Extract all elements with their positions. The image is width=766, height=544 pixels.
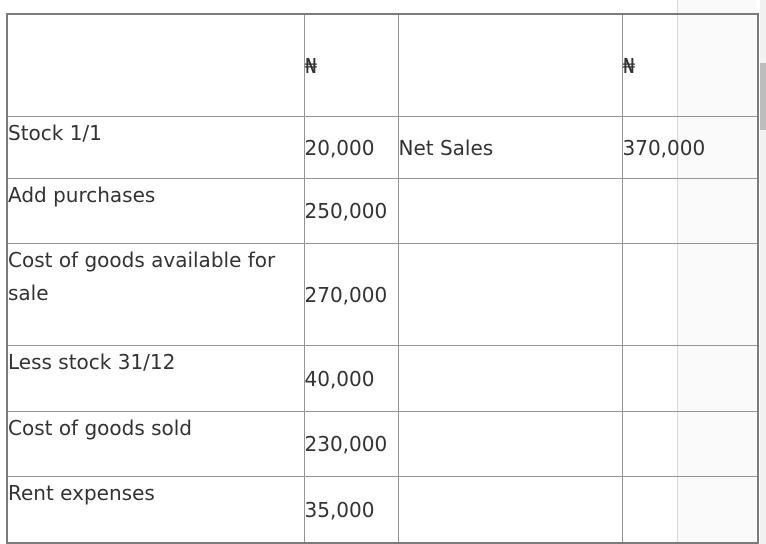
naira-symbol-cell-2: ₦ <box>621 13 759 117</box>
item-label: Add purchases <box>8 183 156 207</box>
header-item2-cell <box>397 13 623 117</box>
naira-currency-symbol: ₦ <box>304 53 318 78</box>
item2-cell <box>397 476 623 544</box>
item2-cell: Net Sales <box>397 116 623 179</box>
item-label: Stock 1/1 <box>8 121 102 145</box>
amount-value: 270,000 <box>304 282 388 307</box>
amount-cell: 35,000 <box>303 476 399 544</box>
vertical-scrollbar-thumb[interactable] <box>760 63 766 130</box>
amount-value: 250,000 <box>304 199 388 223</box>
table-row: Cost of goods sold 230,000 <box>6 411 759 477</box>
item-label: Cost of goods available for sale <box>8 248 276 305</box>
naira-symbol-cell: ₦ <box>303 13 399 117</box>
amount-value: 40,000 <box>304 366 375 391</box>
item-cell: Stock 1/1 <box>6 116 305 179</box>
amount2-cell <box>621 178 759 244</box>
item2-cell <box>397 411 623 477</box>
trading-account-table: ₦ ₦ Stock 1/1 20,000 Net Sales 370,000 A… <box>6 13 759 544</box>
amount-value: 230,000 <box>304 432 388 456</box>
vertical-scrollbar-track[interactable] <box>760 0 766 544</box>
amount-cell: 230,000 <box>303 411 399 477</box>
table-header-row: ₦ ₦ <box>6 13 759 117</box>
amount-value: 35,000 <box>304 497 375 522</box>
amount-value: 20,000 <box>304 135 375 160</box>
amount2-cell: 370,000 <box>621 116 759 179</box>
table-row: Rent expenses 35,000 <box>6 476 759 544</box>
item-label: Cost of goods sold <box>8 416 193 440</box>
amount2-cell <box>621 411 759 477</box>
item-label: Rent expenses <box>8 481 155 505</box>
table-row: Add purchases 250,000 <box>6 178 759 244</box>
item-cell: Add purchases <box>6 178 305 244</box>
amount2-cell <box>621 243 759 346</box>
amount-cell: 270,000 <box>303 243 399 346</box>
header-item-cell <box>6 13 305 117</box>
item2-cell <box>397 178 623 244</box>
amount2-cell <box>621 345 759 412</box>
table-row: Less stock 31/12 40,000 <box>6 345 759 412</box>
table-row: Stock 1/1 20,000 Net Sales 370,000 <box>6 116 759 179</box>
item-label: Less stock 31/12 <box>8 350 176 374</box>
table-row: Cost of goods available for sale 270,000 <box>6 243 759 346</box>
item-cell: Cost of goods available for sale <box>6 243 305 346</box>
amount-cell: 250,000 <box>303 178 399 244</box>
item-cell: Cost of goods sold <box>6 411 305 477</box>
amount2-value: 370,000 <box>622 135 706 160</box>
item2-label: Net Sales <box>398 135 494 160</box>
item-cell: Less stock 31/12 <box>6 345 305 412</box>
naira-currency-symbol: ₦ <box>622 53 636 78</box>
item2-cell <box>397 243 623 346</box>
item2-cell <box>397 345 623 412</box>
amount-cell: 40,000 <box>303 345 399 412</box>
amount-cell: 20,000 <box>303 116 399 179</box>
amount2-cell <box>621 476 759 544</box>
item-cell: Rent expenses <box>6 476 305 544</box>
